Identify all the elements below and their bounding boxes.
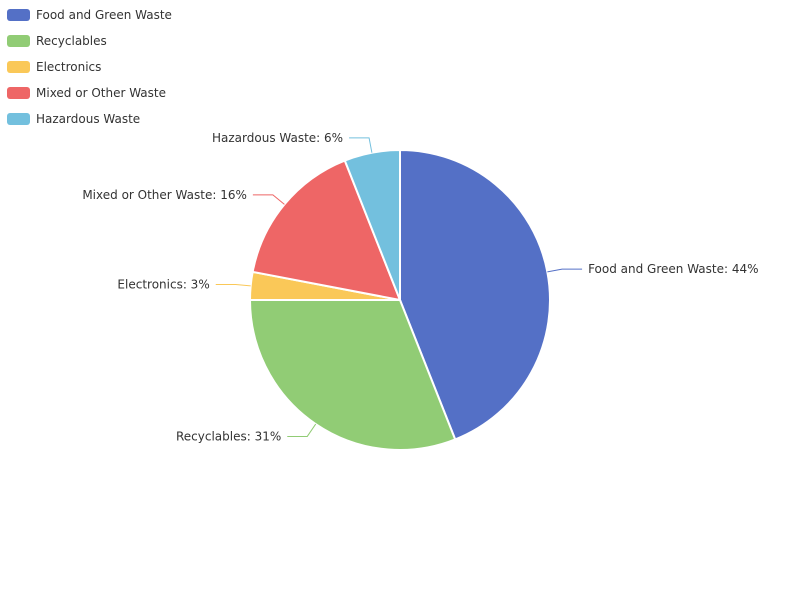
legend-label: Recyclables [36, 34, 107, 48]
legend-swatch [7, 35, 30, 47]
leader-line-food-and-green-waste [547, 268, 583, 273]
slice-label-food-and-green-waste: Food and Green Waste: 44% [588, 262, 758, 276]
pie-slice-recyclables[interactable] [249, 299, 457, 451]
legend-item-food-and-green-waste[interactable]: Food and Green Waste [7, 2, 172, 28]
slice-label-mixed-or-other-waste: Mixed or Other Waste: 16% [82, 188, 247, 202]
leader-line-hazardous-waste [349, 137, 373, 153]
legend-label: Electronics [36, 60, 102, 74]
slice-label-electronics: Electronics: 3% [117, 277, 209, 291]
pie-slice-food-and-green-waste[interactable] [399, 149, 551, 441]
slice-label-hazardous-waste: Hazardous Waste: 6% [212, 131, 343, 145]
legend-swatch [7, 113, 30, 125]
legend-item-electronics[interactable]: Electronics [7, 54, 172, 80]
slice-label-recyclables: Recyclables: 31% [176, 429, 281, 443]
pie-slice-mixed-or-other-waste[interactable] [251, 159, 401, 301]
leader-line-recyclables [287, 423, 317, 437]
leader-line-mixed-or-other-waste [252, 194, 285, 205]
legend-swatch [7, 9, 30, 21]
legend: Food and Green Waste Recyclables Electro… [7, 2, 172, 132]
legend-label: Hazardous Waste [36, 112, 141, 126]
legend-label: Food and Green Waste [36, 8, 172, 22]
legend-item-mixed-or-other-waste[interactable]: Mixed or Other Waste [7, 80, 172, 106]
pie-slice-hazardous-waste[interactable] [343, 149, 401, 301]
legend-label: Mixed or Other Waste [36, 86, 167, 100]
leader-line-electronics [215, 283, 251, 287]
legend-swatch [7, 87, 30, 99]
legend-item-recyclables[interactable]: Recyclables [7, 28, 172, 54]
legend-item-hazardous-waste[interactable]: Hazardous Waste [7, 106, 172, 132]
legend-swatch [7, 61, 30, 73]
